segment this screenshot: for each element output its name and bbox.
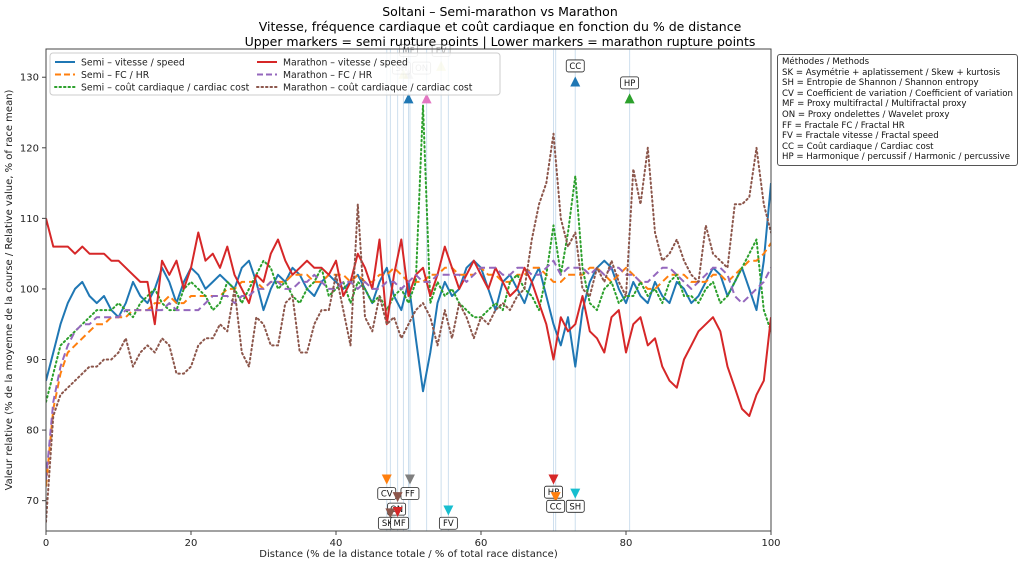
lower-rupture-marker-cc [550, 492, 561, 503]
svg-text:HP: HP [624, 79, 636, 89]
y-tick-label: 130 [20, 73, 39, 84]
x-tick-label: 40 [330, 538, 343, 549]
legend-label-2: Semi – coût cardiaque / cardiac cost [81, 83, 250, 94]
methods-legend-title: Méthodes / Methods [782, 57, 870, 67]
chart-subtitle: Vitesse, fréquence cardiaque et coût car… [258, 19, 742, 34]
y-tick-label: 120 [20, 143, 39, 154]
upper-rupture-marker-sk [403, 93, 414, 104]
legend-label-3: Marathon – vitesse / speed [283, 58, 408, 69]
svg-text:FF: FF [405, 490, 415, 500]
methods-legend: Méthodes / Methods SK = Asymétrie + apla… [777, 54, 1018, 166]
svg-text:FV: FV [436, 46, 447, 56]
x-tick-label: 80 [620, 538, 633, 549]
lower-rupture-marker-fv [443, 505, 454, 516]
y-tick-label: 70 [26, 496, 39, 507]
lower-rupture-marker-mf [392, 506, 403, 517]
y-tick-label: 80 [26, 426, 39, 437]
svg-text:SH: SH [569, 502, 581, 512]
x-tick-label: 0 [43, 538, 49, 549]
svg-text:FV: FV [443, 519, 454, 529]
upper-rupture-marker-hp [624, 93, 635, 104]
svg-text:MF: MF [394, 519, 406, 529]
series-line-3 [46, 218, 771, 417]
upper-marker-label: CC [565, 59, 585, 73]
methods-legend-item: MF = Proxy multifractal / Multifractal p… [782, 99, 967, 110]
upper-rupture-marker-on [421, 93, 432, 104]
series-line-4 [46, 259, 771, 480]
lower-marker-label: FV [438, 516, 458, 530]
series-line-5 [46, 132, 771, 523]
methods-legend-item: SK = Asymétrie + aplatissement / Skew + … [782, 67, 1001, 78]
x-axis-label: Distance (% de la distance totale / % of… [259, 549, 558, 560]
axes-frame [45, 48, 772, 532]
lower-rupture-marker-on [392, 492, 403, 503]
methods-legend-item: CC = Coût cardiaque / Cardiac cost [782, 141, 934, 152]
lower-rupture-marker-sh [570, 488, 581, 499]
chart-subtitle-markers: Upper markers = semi rupture points | Lo… [244, 34, 756, 49]
svg-text:MF: MF [402, 46, 414, 56]
x-tick-label: 60 [475, 538, 488, 549]
legend-label-1: Semi – FC / HR [81, 70, 150, 81]
legend-label-4: Marathon – FC / HR [283, 70, 373, 81]
lower-marker-label: CV [377, 487, 397, 500]
methods-legend-item: HP = Harmonique / percussif / Harmonic /… [782, 152, 1011, 163]
upper-rupture-marker-cc [570, 76, 581, 87]
x-tick-label: 100 [761, 538, 780, 549]
svg-text:SK: SK [382, 519, 393, 529]
lower-marker-label: CC [546, 499, 566, 513]
chart-title: Soltani – Semi-marathon vs Marathon [382, 4, 618, 19]
methods-legend-item: ON = Proxy ondelettes / Wavelet proxy [782, 109, 950, 120]
lower-marker-label: SH [565, 499, 585, 513]
legend-label-0: Semi – vitesse / speed [81, 58, 185, 69]
x-tick-label: 20 [185, 538, 198, 549]
methods-legend-item: FF = Fractale FC / Fractal HR [782, 120, 905, 131]
methods-legend-item: SH = Entropie de Shannon / Shannon entro… [782, 78, 979, 89]
lower-marker-label: FF [400, 487, 420, 500]
lower-rupture-marker-sk [385, 508, 396, 519]
legend-label-5: Marathon – coût cardiaque / cardiac cost [283, 83, 473, 94]
svg-text:CC: CC [569, 62, 581, 72]
methods-legend-item: CV = Coefficient de variation / Coeffici… [782, 88, 1013, 99]
lower-rupture-marker-cv [381, 474, 392, 485]
lower-rupture-marker-ff [404, 474, 415, 485]
lower-rupture-marker-hp [548, 474, 559, 485]
y-tick-label: 110 [20, 214, 39, 225]
y-axis-label: Valeur relative (% de la moyenne de la c… [4, 89, 15, 490]
y-tick-label: 90 [26, 355, 39, 366]
upper-marker-label: HP [620, 76, 640, 90]
lower-marker-label: MF [390, 516, 410, 530]
series-line-2 [46, 104, 771, 403]
y-tick-label: 100 [20, 284, 39, 295]
svg-text:CV: CV [381, 490, 393, 500]
svg-text:CC: CC [550, 502, 562, 512]
methods-legend-item: FV = Fractale vitesse / Fractal speed [782, 131, 939, 142]
